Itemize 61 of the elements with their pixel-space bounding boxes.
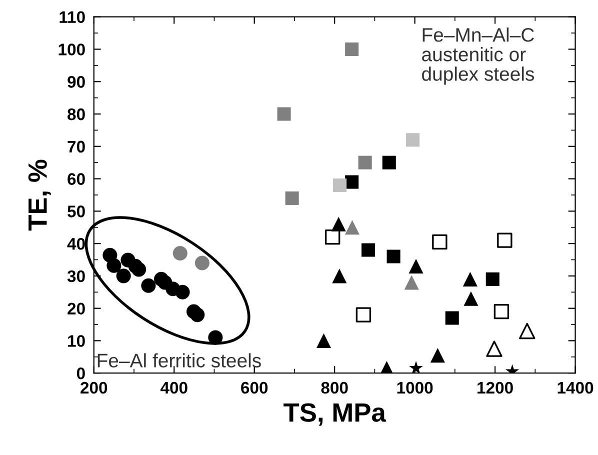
annotation: Fe–Al ferritic steels (98, 353, 261, 368)
x-tick-label: 600 (241, 382, 268, 394)
point (362, 243, 376, 257)
point (316, 333, 332, 348)
y-tick-label: 40 (67, 238, 85, 250)
point (494, 304, 510, 320)
y-tick-label: 80 (68, 108, 85, 120)
y-tick-label: 30 (67, 270, 85, 282)
point (486, 340, 502, 357)
point (332, 268, 347, 284)
x-tick-label: 200 (80, 382, 108, 394)
point (175, 284, 190, 300)
annotation: Fe–Mn–Al–C austenitic or duplex steels (422, 28, 534, 85)
point (462, 272, 478, 286)
x-tick-label: 400 (160, 382, 188, 394)
point (333, 178, 347, 192)
point (106, 258, 122, 273)
point (409, 360, 423, 374)
point (277, 107, 291, 121)
point (194, 256, 210, 270)
y-tick-label: 100 (58, 44, 85, 56)
point (432, 234, 448, 250)
y-tick-label: 60 (68, 173, 85, 185)
point (172, 246, 188, 261)
point (190, 308, 205, 322)
y-tick-label: 10 (68, 335, 85, 347)
point (445, 311, 459, 325)
point (356, 307, 372, 322)
point (345, 42, 359, 56)
x-tick-label: 1200 (478, 382, 513, 394)
point (406, 133, 420, 147)
y-axis-title: TE, % (28, 160, 51, 231)
point (208, 330, 223, 345)
y-tick-label: 0 (76, 368, 85, 380)
x-tick-label: 1000 (397, 382, 433, 394)
point (331, 216, 346, 232)
point (486, 272, 500, 286)
point (358, 156, 372, 170)
y-tick-label: 110 (60, 11, 85, 24)
y-tick-label: 90 (68, 76, 85, 88)
point (408, 258, 424, 274)
x-axis-title: TS, MPa (284, 403, 386, 426)
point (132, 262, 146, 277)
y-tick-label: 50 (68, 206, 85, 218)
point (382, 156, 396, 170)
point (116, 268, 131, 284)
point (141, 278, 156, 293)
y-tick-label: 20 (68, 302, 85, 315)
point (519, 322, 536, 340)
point (386, 250, 400, 264)
point (324, 229, 340, 245)
y-tick-label: 70 (68, 140, 85, 153)
point (430, 348, 445, 363)
point (404, 275, 419, 290)
x-tick-label: 1400 (558, 382, 594, 394)
point (464, 291, 478, 306)
x-tick-label: 800 (321, 382, 348, 394)
point (345, 175, 359, 189)
point (285, 191, 299, 205)
point (497, 232, 512, 248)
point (344, 220, 360, 235)
